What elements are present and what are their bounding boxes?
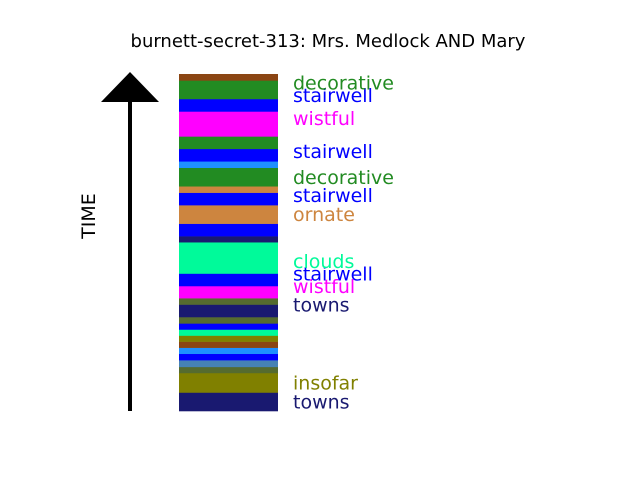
- timeline-segment: [179, 273, 278, 287]
- timeline-segment: [179, 366, 278, 374]
- timeline-segment: [179, 341, 278, 348]
- segment-label: decorative: [293, 167, 394, 189]
- figure-title: burnett-secret-313: Mrs. Medlock AND Mar…: [130, 31, 526, 52]
- segment-labels: townsinsofartownswistfulstairwellcloudso…: [293, 72, 394, 413]
- timeline-segment: [179, 205, 278, 224]
- timeline-segment: [179, 192, 278, 206]
- timeline-segment: [179, 74, 278, 81]
- segment-label: towns: [293, 295, 350, 317]
- timeline-segment: [179, 298, 278, 305]
- timeline-segment: [179, 136, 278, 150]
- time-arrow-head-icon: [101, 72, 159, 102]
- segment-label: clouds: [293, 251, 354, 273]
- timeline-segment: [179, 335, 278, 342]
- segment-label: stairwell: [293, 264, 373, 286]
- segment-label: wistful: [293, 276, 355, 298]
- timeline-segment: [179, 372, 278, 393]
- timeline-bar: [179, 74, 278, 412]
- timeline-segment: [179, 392, 278, 412]
- timeline-segment: [179, 186, 278, 193]
- timeline-segment: [179, 223, 278, 237]
- timeline-segment: [179, 236, 278, 243]
- timeline-segment: [179, 323, 278, 330]
- segment-label: towns: [293, 392, 350, 414]
- timeline-segment: [179, 347, 278, 355]
- timeline-segment: [179, 304, 278, 318]
- timeline-segment: [179, 329, 278, 336]
- timeline-segment: [179, 161, 278, 168]
- timeline-segment: [179, 242, 278, 274]
- timeline-segment: [179, 316, 278, 324]
- segment-label: stairwell: [293, 141, 373, 163]
- segment-label: wistful: [293, 108, 355, 130]
- segment-label: insofar: [293, 373, 358, 395]
- segment-label: ornate: [293, 204, 355, 226]
- timeline-segment: [179, 80, 278, 100]
- segment-label: stairwell: [293, 85, 373, 107]
- segment-label: decorative: [293, 72, 394, 94]
- timeline-segment: [179, 285, 278, 299]
- timeline-segment: [179, 353, 278, 361]
- timeline-segment: [179, 360, 278, 368]
- timeline-segment: [179, 167, 278, 187]
- timeline-segment: [179, 98, 278, 112]
- timeline-segment: [179, 111, 278, 137]
- time-arrow: [101, 72, 159, 411]
- timeline-segment: [179, 148, 278, 162]
- segment-label: stairwell: [293, 185, 373, 207]
